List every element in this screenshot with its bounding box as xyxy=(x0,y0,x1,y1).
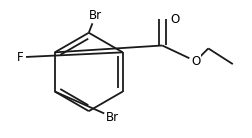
Text: O: O xyxy=(170,13,179,26)
Text: F: F xyxy=(17,51,23,64)
Text: Br: Br xyxy=(105,111,118,124)
Text: O: O xyxy=(190,55,199,68)
Text: Br: Br xyxy=(89,9,102,22)
Text: O: O xyxy=(170,13,179,26)
